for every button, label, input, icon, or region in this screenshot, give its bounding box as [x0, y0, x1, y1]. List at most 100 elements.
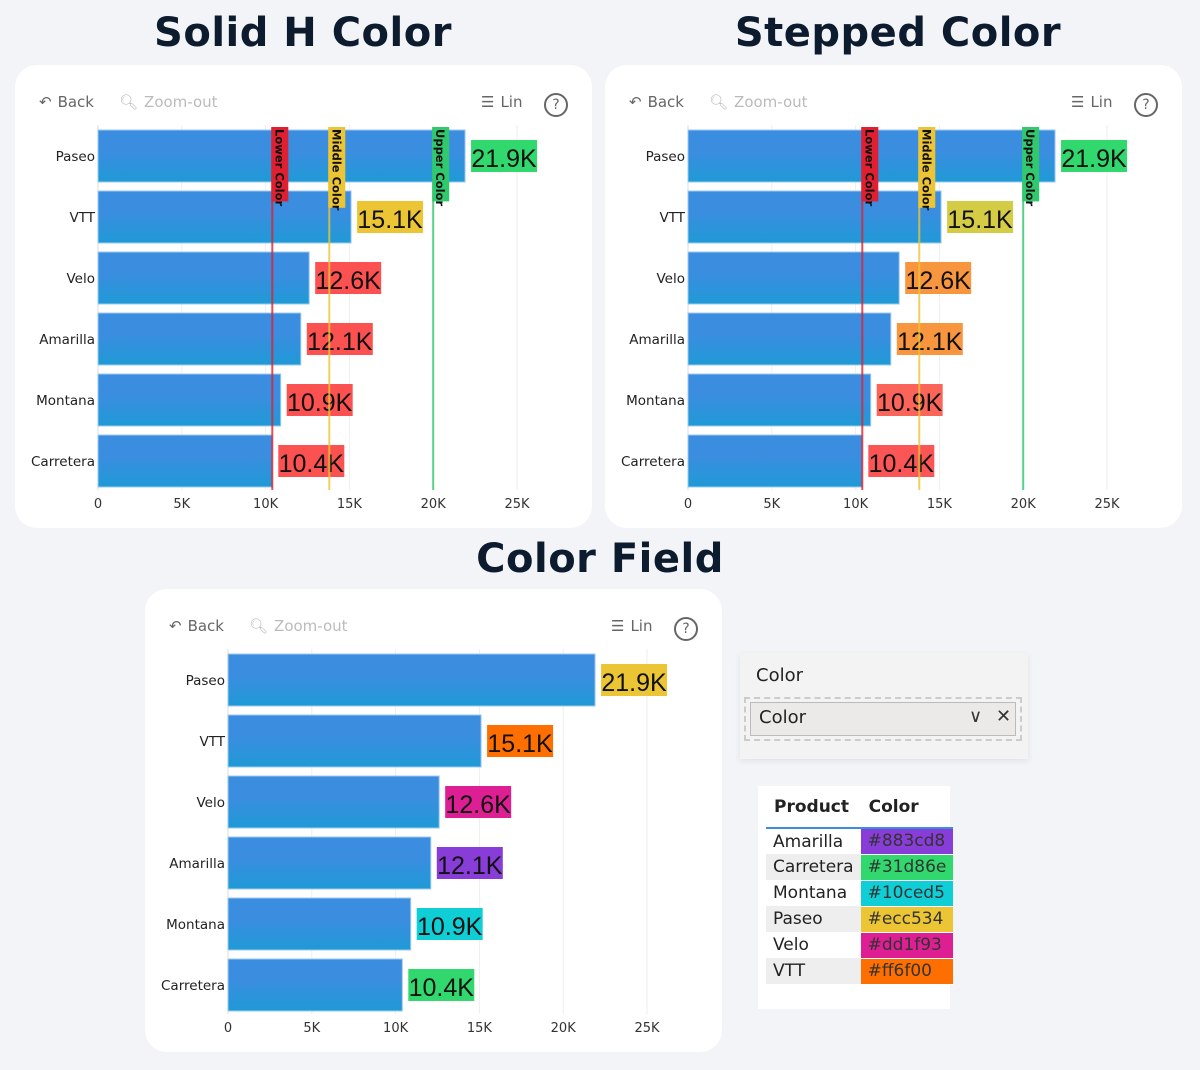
category-label: VTT — [200, 734, 226, 750]
x-tick-label: 5K — [173, 497, 190, 512]
data-label: 15.1K — [487, 730, 553, 758]
data-label-background — [487, 725, 554, 757]
x-tick-label: 15K — [927, 497, 953, 512]
bar-vtt[interactable] — [227, 714, 482, 768]
bar-velo[interactable] — [687, 251, 900, 305]
x-tick-label: 0 — [224, 1021, 232, 1036]
bar-paseo[interactable] — [227, 653, 596, 707]
table-row: Carretera #31d86e — [766, 854, 954, 881]
reference-line-label-background — [271, 127, 289, 202]
x-tick-label: 20K — [551, 1021, 577, 1036]
scale-toggle-button[interactable]: ☰ Lin — [1071, 93, 1112, 111]
color-cell: #ecc534 — [860, 906, 954, 933]
scale-label: Lin — [1090, 93, 1113, 111]
category-label: Carretera — [31, 454, 95, 470]
x-tick-label: 5K — [303, 1021, 320, 1036]
product-cell: Carretera — [766, 854, 861, 880]
bar-velo[interactable] — [227, 775, 440, 829]
color-table: Product Color Amarilla #883cd8 Carretera #3… — [758, 786, 954, 1009]
scale-toggle-button[interactable]: ☰ Lin — [611, 617, 652, 635]
data-label: 15.1K — [357, 206, 423, 234]
data-label: 12.6K — [316, 267, 382, 295]
bar-chart: 0 5K 10K 15K 20K 25K Paseo 21.9K VTT 15.1K Velo 12.… — [621, 125, 1128, 512]
help-button[interactable]: ? — [1134, 93, 1158, 117]
x-tick-label: 10K — [253, 497, 279, 512]
data-label: 10.9K — [877, 389, 943, 417]
data-label-background — [868, 445, 935, 477]
back-label: Back — [57, 93, 94, 111]
list-icon: ☰ — [1071, 93, 1085, 111]
bar-montana[interactable] — [97, 373, 282, 427]
chart-panel-field: ↶ Back 🔍︎ Zoom-out ☰ Lin? 0 5K 10K 15K 20K 25K Paseo… — [145, 589, 722, 1052]
bar-montana[interactable] — [687, 373, 872, 427]
data-label: 21.9K — [601, 669, 667, 697]
bar-carretera[interactable] — [97, 434, 273, 488]
table-row: Velo #dd1f93 — [766, 932, 954, 959]
bar-carretera[interactable] — [227, 958, 403, 1012]
x-tick-label: 15K — [337, 497, 363, 512]
category-label: Paseo — [646, 149, 685, 165]
chart-title-stepped: Stepped Color — [734, 10, 1062, 56]
data-label-background — [876, 384, 943, 416]
back-icon: ↶ — [629, 93, 642, 111]
bar-velo[interactable] — [97, 251, 310, 305]
zoom-out-button[interactable]: 🔍︎ Zoom-out — [119, 93, 218, 111]
list-icon: ☰ — [611, 617, 625, 635]
zoom-out-button[interactable]: 🔍︎ Zoom-out — [249, 617, 348, 635]
help-icon: ? — [552, 97, 560, 113]
back-button[interactable]: ↶ Back — [39, 93, 94, 111]
reference-line-label: Upper Color — [433, 129, 447, 206]
color-cell: #dd1f93 — [860, 932, 954, 959]
data-label: 12.1K — [897, 328, 963, 356]
data-label-background — [896, 323, 963, 355]
chart-title-field: Color Field — [476, 536, 724, 582]
category-label: Montana — [626, 393, 685, 409]
scale-toggle-button[interactable]: ☰ Lin — [481, 93, 522, 111]
scale-label: Lin — [500, 93, 523, 111]
data-label: 10.9K — [417, 913, 483, 941]
category-label: Paseo — [186, 673, 225, 689]
zoom-out-button[interactable]: 🔍︎ Zoom-out — [709, 93, 808, 111]
data-label-background — [471, 140, 538, 172]
data-label-background — [278, 445, 345, 477]
data-label-background — [947, 201, 1014, 233]
x-tick-label: 5K — [763, 497, 780, 512]
reference-line-label-background — [861, 127, 879, 202]
data-label-background — [315, 262, 382, 294]
data-label: 12.1K — [307, 328, 373, 356]
product-cell: Velo — [773, 935, 809, 955]
x-tick-label: 10K — [843, 497, 869, 512]
reference-line-label-background — [432, 127, 450, 202]
category-label: Montana — [36, 393, 95, 409]
bar-amarilla[interactable] — [687, 312, 892, 366]
reference-line-label-background — [328, 127, 346, 208]
product-cell: Amarilla — [773, 831, 844, 852]
data-label: 12.6K — [906, 267, 972, 295]
clear-icon[interactable]: ✕ — [996, 706, 1012, 727]
back-icon: ↶ — [39, 93, 52, 111]
bar-amarilla[interactable] — [227, 836, 432, 890]
column-header-color[interactable]: Color — [860, 794, 954, 829]
bar-montana[interactable] — [227, 897, 412, 951]
slicer-dropdown[interactable]: Color ∨ ✕ — [750, 702, 1016, 736]
bar-carretera[interactable] — [687, 434, 863, 488]
category-label: Velo — [196, 795, 225, 811]
chevron-down-icon[interactable]: ∨ — [969, 706, 983, 727]
help-button[interactable]: ? — [544, 93, 568, 117]
back-label: Back — [187, 617, 224, 635]
back-button[interactable]: ↶ Back — [169, 617, 224, 635]
bar-chart: 0 5K 10K 15K 20K 25K Paseo 21.9K VTT 15.1K Velo 12.… — [31, 125, 538, 512]
data-label: 21.9K — [471, 145, 537, 173]
category-label: Amarilla — [629, 332, 685, 348]
column-header-product[interactable]: Product — [766, 794, 861, 829]
bar-vtt[interactable] — [687, 190, 942, 244]
data-label: 10.9K — [287, 389, 353, 417]
help-button[interactable]: ? — [674, 617, 698, 641]
bar-vtt[interactable] — [97, 190, 352, 244]
x-tick-label: 25K — [1094, 497, 1120, 512]
product-cell: VTT — [766, 958, 861, 984]
bar-amarilla[interactable] — [97, 312, 302, 366]
chart-panel-stepped: ↶ Back 🔍︎ Zoom-out ☰ Lin? 0 5K 10K 15K 20K 25K Paseo… — [605, 65, 1182, 528]
back-button[interactable]: ↶ Back — [629, 93, 684, 111]
product-cell: Paseo — [766, 906, 861, 932]
